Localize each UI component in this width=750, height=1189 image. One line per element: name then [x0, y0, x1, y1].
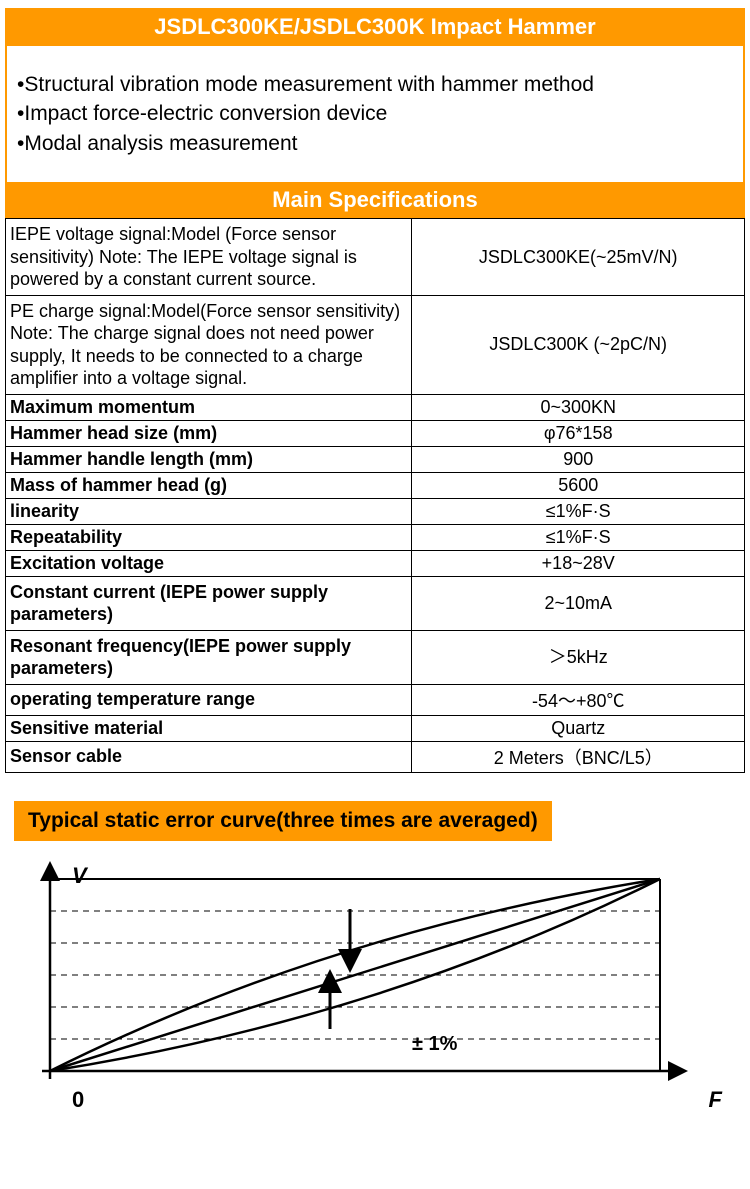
spec-label: Mass of hammer head (g) — [6, 472, 412, 498]
spec-label: Hammer head size (mm) — [6, 420, 412, 446]
spec-row: Resonant frequency(IEPE power supply par… — [6, 630, 745, 684]
spec-value: 2~10mA — [412, 576, 745, 630]
spec-value: 5600 — [412, 472, 745, 498]
y-axis-label: V — [72, 863, 87, 889]
spec-value: Quartz — [412, 715, 745, 741]
spec-row: Repeatability≤1%F·S — [6, 524, 745, 550]
x-axis-label: F — [709, 1087, 722, 1113]
specs-table: IEPE voltage signal:Model (Force sensor … — [5, 218, 745, 773]
spec-row: linearity≤1%F·S — [6, 498, 745, 524]
spec-value: ＞5kHz — [412, 630, 745, 684]
feature-item: •Structural vibration mode measurement w… — [17, 70, 733, 99]
spec-row: operating temperature range-54～+80℃ — [6, 684, 745, 715]
page-title: JSDLC300KE/JSDLC300K Impact Hammer — [6, 9, 744, 45]
spec-label: Sensor cable — [6, 741, 412, 772]
spec-row: Sensitive materialQuartz — [6, 715, 745, 741]
spec-label: Constant current (IEPE power supply para… — [6, 576, 412, 630]
spec-label: Excitation voltage — [6, 550, 412, 576]
error-curve-chart: V ± 1% 0 F — [20, 861, 730, 1111]
spec-row: PE charge signal:Model(Force sensor sens… — [6, 295, 745, 394]
spec-label: PE charge signal:Model(Force sensor sens… — [6, 295, 412, 394]
spec-row: Mass of hammer head (g)5600 — [6, 472, 745, 498]
spec-row: Sensor cable2 Meters（BNC/L5） — [6, 741, 745, 772]
spec-row: Hammer handle length (mm)900 — [6, 446, 745, 472]
features-cell: •Structural vibration mode measurement w… — [6, 45, 744, 183]
spec-row: IEPE voltage signal:Model (Force sensor … — [6, 219, 745, 296]
spec-value: JSDLC300K (~2pC/N) — [412, 295, 745, 394]
tolerance-label: ± 1% — [412, 1033, 457, 1056]
spec-value: ≤1%F·S — [412, 524, 745, 550]
spec-label: linearity — [6, 498, 412, 524]
spec-row: Hammer head size (mm)φ76*158 — [6, 420, 745, 446]
spec-value: φ76*158 — [412, 420, 745, 446]
header-table: JSDLC300KE/JSDLC300K Impact Hammer •Stru… — [5, 8, 745, 218]
spec-value: 2 Meters（BNC/L5） — [412, 741, 745, 772]
spec-row: Excitation voltage+18~28V — [6, 550, 745, 576]
chart-svg — [20, 861, 720, 1111]
feature-item: •Modal analysis measurement — [17, 129, 733, 158]
spec-value: JSDLC300KE(~25mV/N) — [412, 219, 745, 296]
spec-label: IEPE voltage signal:Model (Force sensor … — [6, 219, 412, 296]
origin-label: 0 — [72, 1087, 84, 1113]
spec-label: Hammer handle length (mm) — [6, 446, 412, 472]
spec-label: Maximum momentum — [6, 394, 412, 420]
spec-value: 0~300KN — [412, 394, 745, 420]
spec-label: operating temperature range — [6, 684, 412, 715]
spec-row: Maximum momentum0~300KN — [6, 394, 745, 420]
spec-value: ≤1%F·S — [412, 498, 745, 524]
spec-row: Constant current (IEPE power supply para… — [6, 576, 745, 630]
spec-label: Resonant frequency(IEPE power supply par… — [6, 630, 412, 684]
spec-label: Repeatability — [6, 524, 412, 550]
chart-title: Typical static error curve(three times a… — [14, 801, 552, 841]
spec-value: -54～+80℃ — [412, 684, 745, 715]
spec-value: +18~28V — [412, 550, 745, 576]
spec-label: Sensitive material — [6, 715, 412, 741]
specs-header: Main Specifications — [6, 183, 744, 217]
feature-item: •Impact force-electric conversion device — [17, 99, 733, 128]
spec-value: 900 — [412, 446, 745, 472]
